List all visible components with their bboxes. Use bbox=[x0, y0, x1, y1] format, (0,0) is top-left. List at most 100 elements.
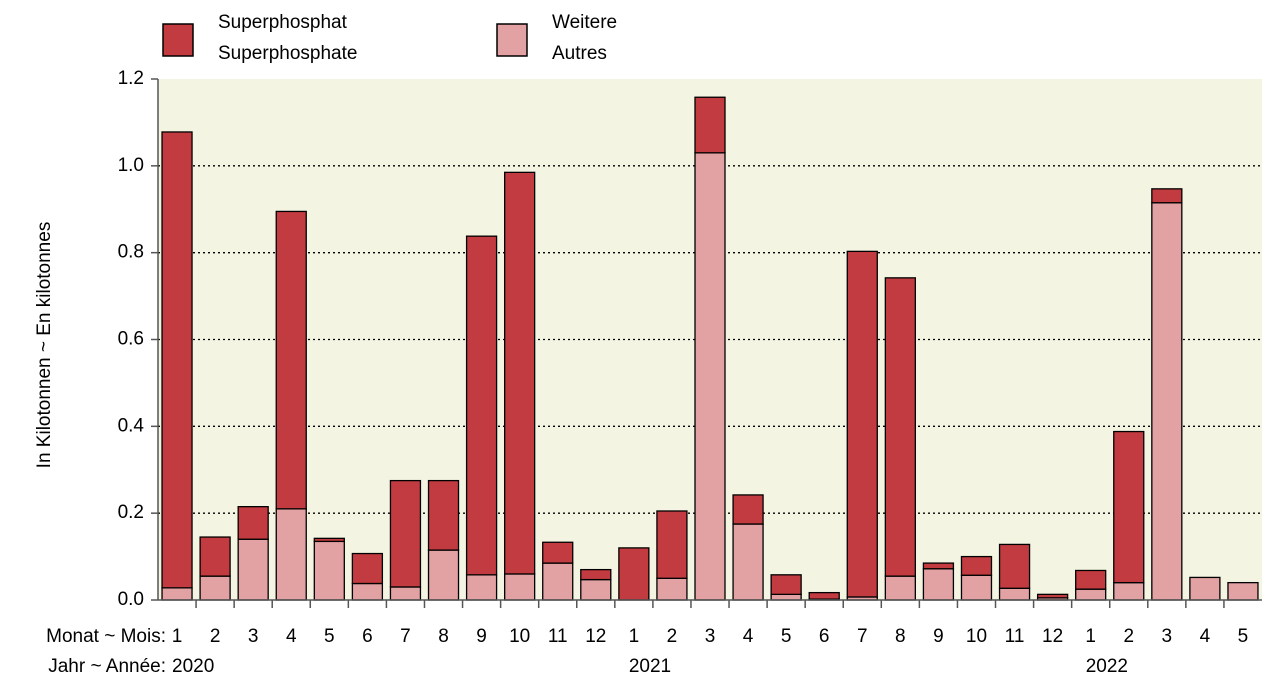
bar-segment bbox=[1036, 593, 1069, 599]
bar-segment bbox=[237, 506, 269, 540]
y-tick-label: 0.2 bbox=[118, 502, 144, 523]
bar-segment bbox=[694, 152, 726, 601]
x-tick-label: 5 bbox=[1238, 626, 1249, 647]
y-tick-label: 0.6 bbox=[118, 329, 144, 350]
bar-segment bbox=[275, 210, 307, 510]
x-axis-month-label: Monat ~ Mois: bbox=[46, 626, 166, 647]
bar-segment bbox=[427, 479, 460, 551]
legend-label: Superphosphat bbox=[218, 12, 348, 33]
x-tick-label: 8 bbox=[438, 626, 449, 647]
bar-segment bbox=[580, 578, 612, 601]
x-tick-label: 7 bbox=[400, 626, 411, 647]
x-tick-label: 9 bbox=[933, 626, 944, 647]
x-tick-label: 9 bbox=[476, 626, 487, 647]
x-tick-label: 3 bbox=[248, 626, 259, 647]
bar-segment bbox=[846, 250, 878, 598]
bar-segment bbox=[656, 577, 688, 601]
x-tick-label: 3 bbox=[705, 626, 716, 647]
bar-segment bbox=[504, 171, 536, 575]
bar-segment bbox=[199, 575, 231, 601]
x-tick-label: 11 bbox=[548, 626, 568, 647]
bar-segment bbox=[465, 235, 498, 576]
bar-segment bbox=[1075, 569, 1107, 590]
bar-segment bbox=[1151, 188, 1183, 204]
x-tick-label: 4 bbox=[286, 626, 297, 647]
x-tick-label: 10 bbox=[509, 626, 530, 647]
year-label: 2020 bbox=[172, 656, 214, 677]
year-label: 2022 bbox=[1086, 656, 1128, 677]
bar-segment bbox=[389, 586, 422, 601]
x-tick-label: 11 bbox=[1005, 626, 1025, 647]
x-tick-label: 2 bbox=[1123, 626, 1134, 647]
bar-segment bbox=[960, 574, 993, 601]
x-tick-label: 8 bbox=[895, 626, 906, 647]
x-tick-label: 10 bbox=[966, 626, 987, 647]
y-axis-title: In Kilotonnen ~ En kilotonnes bbox=[34, 222, 55, 469]
bar-segment bbox=[161, 587, 193, 601]
y-tick-label: 0.4 bbox=[118, 415, 145, 436]
bar-segment bbox=[504, 573, 536, 601]
y-tick-label: 1.0 bbox=[118, 155, 144, 176]
x-axis-year-label: Jahr ~ Année: bbox=[48, 656, 166, 677]
legend-label: Autres bbox=[552, 43, 607, 64]
bar-segment bbox=[618, 547, 650, 601]
bar-segment bbox=[770, 593, 802, 601]
bar-segment bbox=[694, 96, 726, 154]
y-tick-label: 0.8 bbox=[118, 242, 144, 263]
x-tick-label: 5 bbox=[781, 626, 792, 647]
bar-segment bbox=[427, 549, 460, 601]
x-tick-label: 7 bbox=[857, 626, 868, 647]
bar-segment bbox=[351, 552, 384, 585]
x-tick-label: 6 bbox=[819, 626, 830, 647]
x-tick-label: 1 bbox=[1085, 626, 1096, 647]
bar-segment bbox=[465, 574, 498, 601]
bar-segment bbox=[237, 538, 269, 601]
bar-segment bbox=[275, 508, 307, 601]
legend-swatch bbox=[162, 23, 194, 57]
bar-segment bbox=[884, 277, 916, 577]
bar-segment bbox=[998, 587, 1031, 601]
x-tick-label: 12 bbox=[1042, 626, 1063, 647]
bar-segment bbox=[998, 543, 1031, 589]
bar-segment bbox=[884, 575, 916, 601]
x-tick-label: 2 bbox=[667, 626, 678, 647]
bar-segment bbox=[808, 591, 840, 600]
bar-segment bbox=[1227, 581, 1259, 601]
bar-segment bbox=[732, 523, 764, 601]
x-tick-label: 6 bbox=[362, 626, 373, 647]
bar-segment bbox=[542, 562, 574, 601]
bar-segment bbox=[770, 574, 802, 596]
bar-segment bbox=[922, 568, 955, 601]
bar-segment bbox=[922, 562, 955, 570]
legend-label: Superphosphate bbox=[218, 43, 357, 64]
bar-segment bbox=[1189, 576, 1221, 601]
bar-segment bbox=[1113, 430, 1145, 584]
bar-segment bbox=[656, 510, 688, 579]
bar-segment bbox=[199, 536, 231, 577]
bar-segment bbox=[389, 479, 422, 588]
bar-segment bbox=[542, 541, 574, 564]
y-tick-label: 1.2 bbox=[118, 68, 144, 89]
x-tick-label: 3 bbox=[1162, 626, 1173, 647]
x-tick-label: 1 bbox=[172, 626, 183, 647]
x-tick-label: 4 bbox=[743, 626, 754, 647]
bar-segment bbox=[1113, 581, 1145, 601]
x-tick-label: 12 bbox=[585, 626, 606, 647]
bar-segment bbox=[1075, 588, 1107, 601]
bar-segment bbox=[732, 494, 764, 525]
bar-segment bbox=[313, 537, 345, 543]
x-tick-label: 4 bbox=[1200, 626, 1211, 647]
bar-segment bbox=[1151, 202, 1183, 601]
bar-segment bbox=[161, 131, 193, 589]
legend-label: Weitere bbox=[552, 12, 617, 33]
bar-segment bbox=[351, 582, 384, 601]
x-tick-label: 5 bbox=[324, 626, 335, 647]
year-label: 2021 bbox=[629, 656, 671, 677]
y-tick-label: 0.0 bbox=[118, 589, 144, 610]
legend-swatch bbox=[496, 23, 528, 57]
x-tick-label: 2 bbox=[210, 626, 221, 647]
bar-segment bbox=[960, 555, 993, 576]
bar-segment bbox=[313, 540, 345, 601]
bar-segment bbox=[580, 568, 612, 581]
